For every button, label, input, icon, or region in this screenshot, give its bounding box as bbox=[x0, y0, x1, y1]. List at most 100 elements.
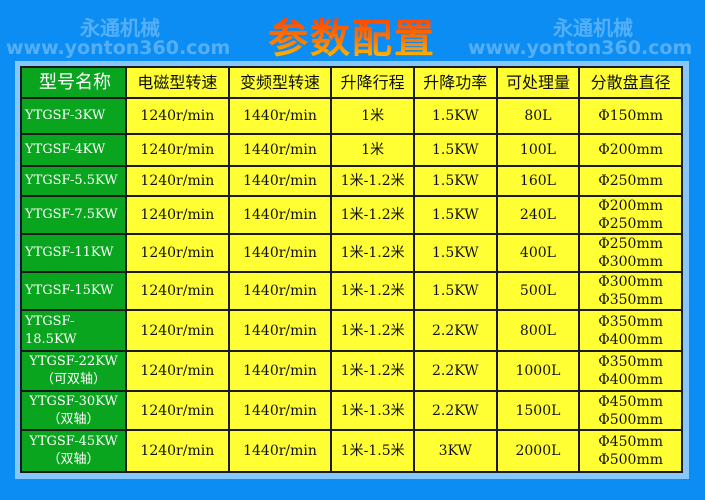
cell-disc: Φ200mm Φ250mm bbox=[578, 195, 683, 235]
table-row: YTGSF-4KW 1240r/min 1440r/min 1米 1.5KW 100L Φ2… bbox=[20, 133, 683, 167]
cell-disc: Φ250mm Φ300mm bbox=[578, 233, 683, 273]
cell-capacity: 240L bbox=[495, 195, 581, 235]
cell-power-line: 1.5KW bbox=[431, 173, 479, 189]
cell-model: YTGSF-3KW bbox=[20, 97, 127, 135]
cell-capacity-line: 800L bbox=[519, 322, 556, 339]
cell-vf-speed: 1440r/min bbox=[227, 429, 333, 473]
cell-stroke-line: 1米-1.2米 bbox=[340, 245, 405, 261]
table-row: YTGSF-22KW （可双轴） 1240r/min 1440r/min 1米-1.2米… bbox=[20, 350, 683, 392]
cell-stroke: 1米 bbox=[330, 97, 415, 135]
cell-capacity: 1500L bbox=[495, 390, 581, 431]
header-capacity: 可处理量 bbox=[495, 66, 581, 99]
cell-vf-speed: 1440r/min bbox=[227, 271, 333, 311]
cell-power-line: 2.2KW bbox=[431, 363, 479, 379]
cell-power-line: 2.2KW bbox=[431, 322, 479, 339]
cell-stroke-line: 1米-1.2米 bbox=[340, 207, 405, 223]
cell-stroke-line: 1米-1.2米 bbox=[340, 283, 405, 299]
cell-capacity: 1000L bbox=[495, 350, 581, 392]
cell-disc-line: Φ500mm bbox=[598, 411, 663, 428]
header-disc: 分散盘直径 bbox=[578, 66, 683, 99]
cell-model-line: （双轴） bbox=[47, 452, 100, 467]
cell-model-line: （可双轴） bbox=[40, 372, 106, 387]
cell-disc-line: Φ200mm bbox=[598, 198, 663, 214]
table-row: YTGSF-7.5KW 1240r/min 1440r/min 1米-1.2米 1.5K… bbox=[20, 195, 683, 235]
cell-stroke: 1米-1.2米 bbox=[330, 195, 415, 235]
header-vf-speed: 变频型转速 bbox=[227, 66, 333, 99]
cell-capacity: 400L bbox=[495, 233, 581, 273]
cell-model: YTGSF-15KW bbox=[20, 271, 127, 311]
cell-capacity: 2000L bbox=[495, 429, 581, 473]
watermark-brand: 永通机械 bbox=[80, 16, 160, 40]
cell-disc: Φ150mm bbox=[578, 97, 683, 135]
cell-power: 1.5KW bbox=[412, 165, 498, 197]
cell-model: YTGSF-30KW （双轴） bbox=[20, 390, 127, 431]
cell-disc-line: Φ450mm bbox=[598, 434, 663, 450]
cell-disc-line: Φ250mm bbox=[598, 216, 663, 232]
cell-vf-speed: 1440r/min bbox=[227, 390, 333, 431]
cell-model: YTGSF-5.5KW bbox=[20, 165, 127, 197]
cell-power-line: 3KW bbox=[438, 443, 472, 459]
cell-disc-line: Φ250mm bbox=[598, 173, 663, 189]
cell-model-line: YTGSF-15KW bbox=[25, 283, 114, 298]
cell-disc-line: Φ250mm bbox=[598, 236, 663, 252]
cell-stroke-line: 1米-1.2米 bbox=[340, 173, 405, 189]
cell-disc: Φ250mm bbox=[578, 165, 683, 197]
cell-vf-speed-line: 1440r/min bbox=[243, 322, 317, 339]
cell-power: 1.5KW bbox=[412, 195, 498, 235]
cell-power-line: 2.2KW bbox=[431, 402, 479, 419]
cell-vf-speed-line: 1440r/min bbox=[243, 443, 317, 459]
cell-vf-speed: 1440r/min bbox=[227, 350, 333, 392]
cell-em-speed: 1240r/min bbox=[125, 195, 230, 235]
cell-capacity: 500L bbox=[495, 271, 581, 311]
cell-stroke: 1米-1.3米 bbox=[330, 390, 415, 431]
cell-stroke: 1米-1.2米 bbox=[330, 233, 415, 273]
cell-capacity-line: 500L bbox=[519, 283, 556, 299]
cell-disc-line: Φ500mm bbox=[598, 452, 663, 468]
header-stroke: 升降行程 bbox=[330, 66, 415, 99]
parameter-table: 型号名称 电磁型转速 变频型转速 升降行程 升降功率 可处理量 分散盘直径 YT… bbox=[20, 66, 683, 473]
cell-capacity-line: 1000L bbox=[515, 363, 561, 379]
cell-model: YTGSF-11KW bbox=[20, 233, 127, 273]
cell-stroke: 1米-1.2米 bbox=[330, 309, 415, 352]
cell-stroke-line: 1米-1.3米 bbox=[340, 402, 405, 419]
table-row: YTGSF-3KW 1240r/min 1440r/min 1米 1.5KW 80L Φ15… bbox=[20, 97, 683, 135]
page-title: 参数配置 bbox=[237, 6, 467, 64]
cell-power-line: 1.5KW bbox=[431, 207, 479, 223]
cell-model-line: （双轴） bbox=[47, 411, 100, 427]
cell-disc: Φ450mm Φ500mm bbox=[578, 390, 683, 431]
cell-model: YTGSF-7.5KW bbox=[20, 195, 127, 235]
cell-capacity: 80L bbox=[495, 97, 581, 135]
table-row: YTGSF-30KW （双轴） 1240r/min 1440r/min 1米-1.3米 2… bbox=[20, 390, 683, 431]
cell-vf-speed-line: 1440r/min bbox=[243, 245, 317, 261]
cell-model-line: YTGSF-4KW bbox=[25, 142, 106, 157]
cell-capacity-line: 400L bbox=[519, 245, 556, 261]
cell-model-line: YTGSF-3KW bbox=[25, 108, 106, 123]
cell-stroke-line: 1米-1.2米 bbox=[340, 363, 405, 379]
cell-model: YTGSF-22KW （可双轴） bbox=[20, 350, 127, 392]
table-row: YTGSF-18.5KW 1240r/min 1440r/min 1米-1.2米 2.2… bbox=[20, 309, 683, 352]
cell-disc-line: Φ300mm bbox=[598, 274, 663, 290]
cell-stroke-line: 1米-1.2米 bbox=[340, 322, 405, 339]
cell-power: 1.5KW bbox=[412, 97, 498, 135]
cell-disc: Φ300mm Φ350mm bbox=[578, 271, 683, 311]
cell-stroke: 1米-1.2米 bbox=[330, 165, 415, 197]
cell-disc: Φ450mm Φ500mm bbox=[578, 429, 683, 473]
watermark-url: www.yonton360.com bbox=[468, 37, 693, 59]
cell-power: 1.5KW bbox=[412, 233, 498, 273]
cell-disc-line: Φ400mm bbox=[598, 372, 663, 388]
cell-stroke: 1米-1.5米 bbox=[330, 429, 415, 473]
cell-capacity: 800L bbox=[495, 309, 581, 352]
cell-stroke-line: 1米-1.5米 bbox=[340, 443, 405, 459]
cell-stroke-line: 1米 bbox=[361, 142, 385, 158]
cell-em-speed-line: 1240r/min bbox=[140, 363, 215, 379]
cell-disc-line: Φ350mm bbox=[598, 313, 663, 330]
cell-disc-line: Φ150mm bbox=[598, 108, 663, 124]
cell-vf-speed-line: 1440r/min bbox=[243, 283, 317, 299]
cell-capacity: 100L bbox=[495, 133, 581, 167]
cell-power-line: 1.5KW bbox=[431, 245, 479, 261]
cell-power: 1.5KW bbox=[412, 271, 498, 311]
cell-model-line: YTGSF-22KW bbox=[29, 354, 118, 369]
cell-vf-speed-line: 1440r/min bbox=[243, 142, 317, 158]
table-row: YTGSF-45KW （双轴） 1240r/min 1440r/min 1米-1.5米 3… bbox=[20, 429, 683, 473]
cell-em-speed-line: 1240r/min bbox=[140, 173, 215, 189]
